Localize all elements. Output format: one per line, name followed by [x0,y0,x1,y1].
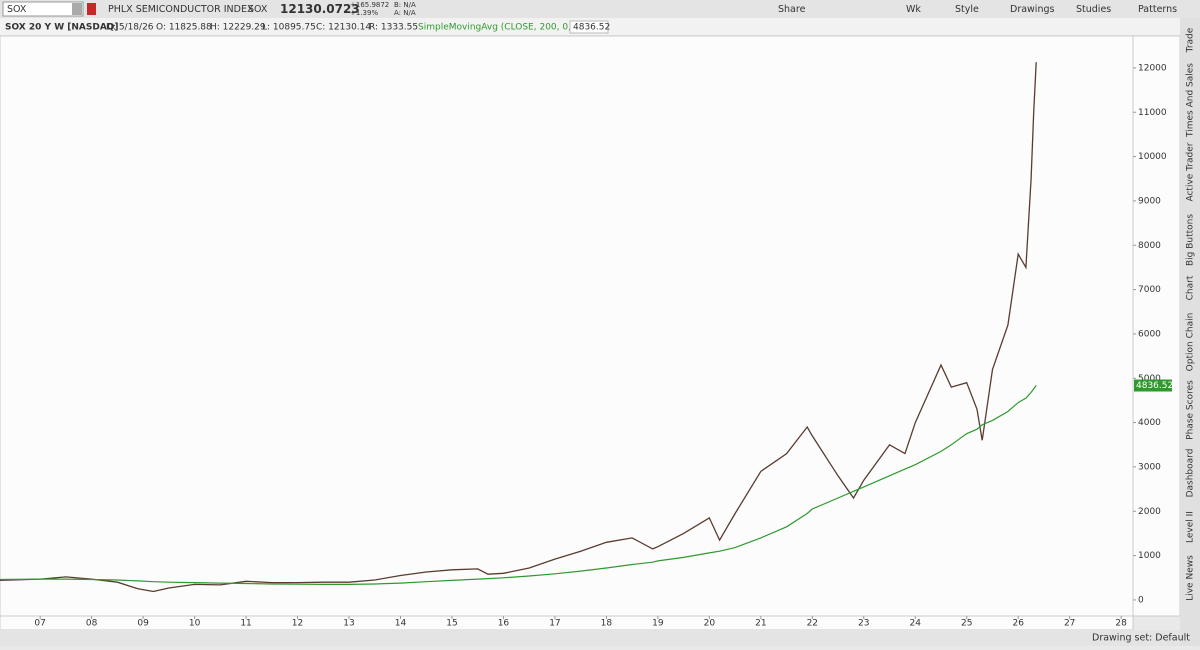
x-tick-label: 15 [446,619,457,629]
y-axis-area [1132,35,1181,617]
side-tab[interactable]: Live News [1186,555,1196,601]
side-tab[interactable]: Trade [1186,27,1196,53]
symbol: SOX [7,4,27,15]
y-tick-label: 4000 [1138,418,1161,428]
x-tick-label: 14 [395,619,407,629]
plot-area [0,35,1134,617]
info-low: L: 10895.75 [262,23,316,33]
side-tab[interactable]: Option Chain [1186,313,1196,372]
y-tick-label: 11000 [1138,108,1167,118]
y-tick-label: 2000 [1138,507,1161,517]
x-tick-label: 20 [704,619,716,629]
toolbar-button[interactable]: Wk [906,4,921,15]
x-tick-label: 08 [86,619,98,629]
x-tick-label: 13 [343,619,354,629]
info: SOX 20 Y W [NASDAQ]D: 5/18/26 O: 11825.88… [5,20,610,34]
toolbar-button[interactable]: Drawings [1010,4,1055,15]
x-tick-label: 19 [652,619,664,629]
info-range: R: 1333.55 [369,23,418,33]
x-tick-label: 07 [34,619,45,629]
toolbar-button[interactable]: Patterns [1138,4,1177,15]
dropdown[interactable] [72,3,82,15]
last-price: 12130.0723 [280,2,360,16]
x-tick-label: 12 [292,619,303,629]
study-value: 4836.52 [573,23,610,33]
y-tick-label: 8000 [1138,241,1161,251]
toolbar [0,0,1200,18]
side-tabs: Trade Times And Sales Active Trader Big But… [1186,27,1196,601]
y-tick-label: 6000 [1138,329,1161,339]
change: +165.9872 [350,1,389,9]
y-tick-label: 3000 [1138,462,1161,472]
y-tick-label: 10000 [1138,152,1167,162]
x-tick-label: 22 [807,619,818,629]
x-tick-label: 23 [858,619,869,629]
y-tick-label: 12000 [1138,63,1167,73]
series-line [0,62,1037,593]
toolbar-button[interactable]: Share [778,4,806,15]
description: PHLX SEMICONDUCTOR INDEX [108,4,254,15]
series-line [0,385,1037,585]
side-tab[interactable]: Chart [1186,275,1196,300]
x-tick-label: 10 [189,619,201,629]
x-tick-label: 17 [549,619,560,629]
x-tick-label: 11 [240,619,251,629]
y-tick-label: 9000 [1138,196,1161,206]
alert-badge [87,3,96,15]
toolbar-buttons: Share Wk Style Drawings Studies Patterns [778,4,1177,15]
info-high: H: 12229.29 [210,23,266,33]
ask: A: N/A [394,9,416,17]
exchange-symbol: SOX [248,4,268,15]
x-tick-label: 28 [1115,619,1127,629]
side-tab[interactable]: Phase Scores [1186,380,1196,440]
x-tick-label: 09 [137,619,149,629]
y-tick-label: 7000 [1138,285,1161,295]
x-tick-label: 21 [755,619,766,629]
x-tick-label: 24 [910,619,922,629]
x-tick-label: 26 [1012,619,1024,629]
axis-value-label: 4836.52 [1136,381,1173,391]
side-tab[interactable]: Dashboard [1186,449,1196,498]
x-tick-label: 16 [498,619,510,629]
side-tab[interactable]: Level II [1186,511,1196,543]
study-name: SimpleMovingAvg (CLOSE, 200, 0, no) [418,23,589,33]
symbol-input[interactable] [2,1,84,17]
x-tick-label: 18 [601,619,613,629]
side-tab[interactable]: Big Buttons [1186,214,1196,266]
drawing-set[interactable]: Drawing set: Default [1092,633,1190,644]
plot: 0100020003000400050006000700080009000100… [0,62,1173,629]
y-tick-label: 1000 [1138,551,1161,561]
side-panel [1180,18,1200,646]
toolbar-button[interactable]: Style [955,4,979,15]
bid: B: N/A [394,1,416,9]
info-date: D: 5/18/26 [106,23,154,33]
side-tab[interactable]: Active Trader [1186,142,1196,201]
x-tick-label: 27 [1064,619,1075,629]
info-close: C: 12130.14 [316,23,371,33]
chart-symbol: SOX 20 Y W [NASDAQ] [5,23,119,33]
x-tick-label: 25 [961,619,972,629]
change-pct: +1.39% [350,9,378,17]
info-open: O: 11825.88 [156,23,212,33]
y-tick-label: 5000 [1138,374,1161,384]
side-tab[interactable]: Times And Sales [1186,63,1196,138]
axis-value-marker [1134,379,1172,392]
y-tick-label: 0 [1138,595,1144,605]
toolbar-button[interactable]: Studies [1076,4,1111,15]
study-value-box [569,20,609,34]
footer [0,630,1180,646]
